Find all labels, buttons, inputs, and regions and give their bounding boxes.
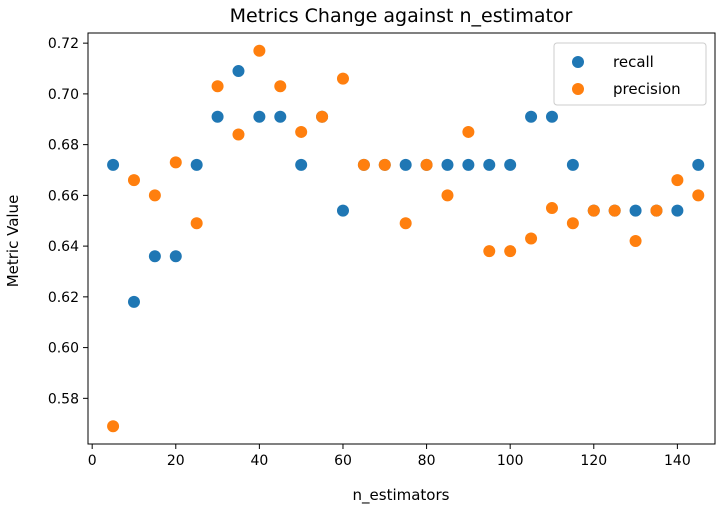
precision-point — [608, 204, 621, 217]
precision-point — [483, 245, 496, 258]
plot-area: 0 20 40 60 80 100 120 140 0.58 0.60 0.62 0.64 0.66 0.… — [48, 32, 716, 469]
precision-point — [232, 128, 245, 141]
precision-point — [295, 125, 308, 138]
plot-frame — [87, 32, 716, 445]
recall-point — [295, 158, 308, 171]
recall-point — [211, 110, 224, 123]
y-tick-label: 0.62 — [48, 290, 79, 306]
precision-point — [420, 158, 433, 171]
precision-point — [671, 174, 684, 187]
recall-point — [629, 204, 642, 217]
chart-title: Metrics Change against n_estimator — [230, 5, 573, 27]
precision-point — [190, 217, 203, 230]
x-tick-label: 40 — [250, 453, 268, 469]
precision-point — [441, 189, 454, 202]
x-tick-label: 140 — [664, 453, 691, 469]
precision-point — [274, 80, 287, 93]
precision-point — [148, 189, 161, 202]
y-tick-label: 0.68 — [48, 138, 79, 154]
recall-point — [671, 204, 684, 217]
precision-point — [169, 156, 182, 169]
y-tick-label: 0.66 — [48, 188, 79, 204]
x-tick-label: 100 — [497, 453, 524, 469]
recall-point — [462, 158, 475, 171]
precision-point — [211, 80, 224, 93]
recall-point — [190, 158, 203, 171]
y-tick-label: 0.58 — [48, 391, 79, 407]
x-tick-label: 80 — [418, 453, 436, 469]
recall-point — [232, 65, 245, 78]
x-tick-label: 0 — [88, 453, 97, 469]
recall-point — [169, 250, 182, 263]
precision-point — [692, 189, 705, 202]
y-tick-label: 0.64 — [48, 239, 79, 255]
y-tick-label: 0.70 — [48, 87, 79, 103]
legend: recall precision — [553, 42, 707, 106]
recall-point — [692, 158, 705, 171]
recall-point — [504, 158, 517, 171]
legend-label-precision: precision — [613, 80, 681, 98]
recall-point — [441, 158, 454, 171]
precision-point — [566, 217, 579, 230]
precision-point — [399, 217, 412, 230]
x-axis-label: n_estimators — [353, 486, 450, 505]
recall-point — [336, 204, 349, 217]
precision-point — [650, 204, 663, 217]
precision-point — [127, 174, 140, 187]
x-tick-label: 60 — [334, 453, 352, 469]
precision-point — [629, 235, 642, 248]
precision-point — [545, 202, 558, 215]
recall-point — [253, 110, 266, 123]
precision-point — [525, 232, 538, 245]
recall-point — [525, 110, 538, 123]
recall-point — [483, 158, 496, 171]
y-axis-label: Metric Value — [4, 195, 22, 288]
y-tick-label: 0.60 — [48, 341, 79, 357]
recall-point — [127, 295, 140, 308]
precision-point — [253, 44, 266, 57]
precision-point — [378, 158, 391, 171]
legend-marker-precision — [572, 83, 584, 95]
precision-point — [336, 72, 349, 85]
recall-point — [545, 110, 558, 123]
recall-point — [107, 158, 120, 171]
recall-point — [148, 250, 161, 263]
x-tick-label: 20 — [167, 453, 185, 469]
precision-point — [462, 125, 475, 138]
precision-point — [587, 204, 600, 217]
precision-point — [316, 110, 329, 123]
precision-point — [504, 245, 517, 258]
precision-point — [107, 420, 120, 433]
recall-point — [274, 110, 287, 123]
recall-point — [566, 158, 579, 171]
precision-point — [357, 158, 370, 171]
legend-label-recall: recall — [613, 53, 654, 71]
recall-point — [399, 158, 412, 171]
x-tick-label: 120 — [580, 453, 607, 469]
y-tick-label: 0.72 — [48, 36, 79, 52]
legend-frame — [553, 42, 707, 106]
legend-marker-recall — [572, 56, 584, 68]
